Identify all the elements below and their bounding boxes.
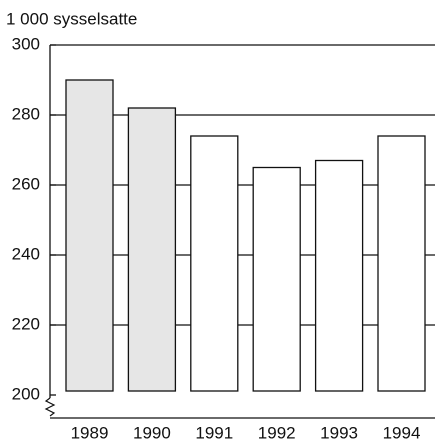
y-tick-label: 200 [12, 384, 40, 403]
x-tick-label: 1993 [320, 423, 358, 442]
y-tick-label: 240 [12, 244, 40, 263]
bar [190, 135, 239, 392]
y-tick-label: 300 [12, 34, 40, 53]
x-tick-label: 1989 [71, 423, 109, 442]
bar [377, 135, 426, 392]
axis-break [44, 397, 56, 417]
x-tick-label: 1994 [383, 423, 421, 442]
bar [65, 79, 114, 392]
y-tick-label: 260 [12, 174, 40, 193]
x-tick-label: 1992 [258, 423, 296, 442]
x-tick-label: 1991 [195, 423, 233, 442]
bar [252, 166, 301, 392]
bar [314, 159, 364, 392]
bar [127, 107, 177, 392]
y-tick-label: 280 [12, 104, 40, 123]
x-tick-label: 1990 [133, 423, 171, 442]
y-axis-label: 1 000 sysselsatte [6, 9, 137, 28]
y-tick-label: 220 [12, 314, 40, 333]
